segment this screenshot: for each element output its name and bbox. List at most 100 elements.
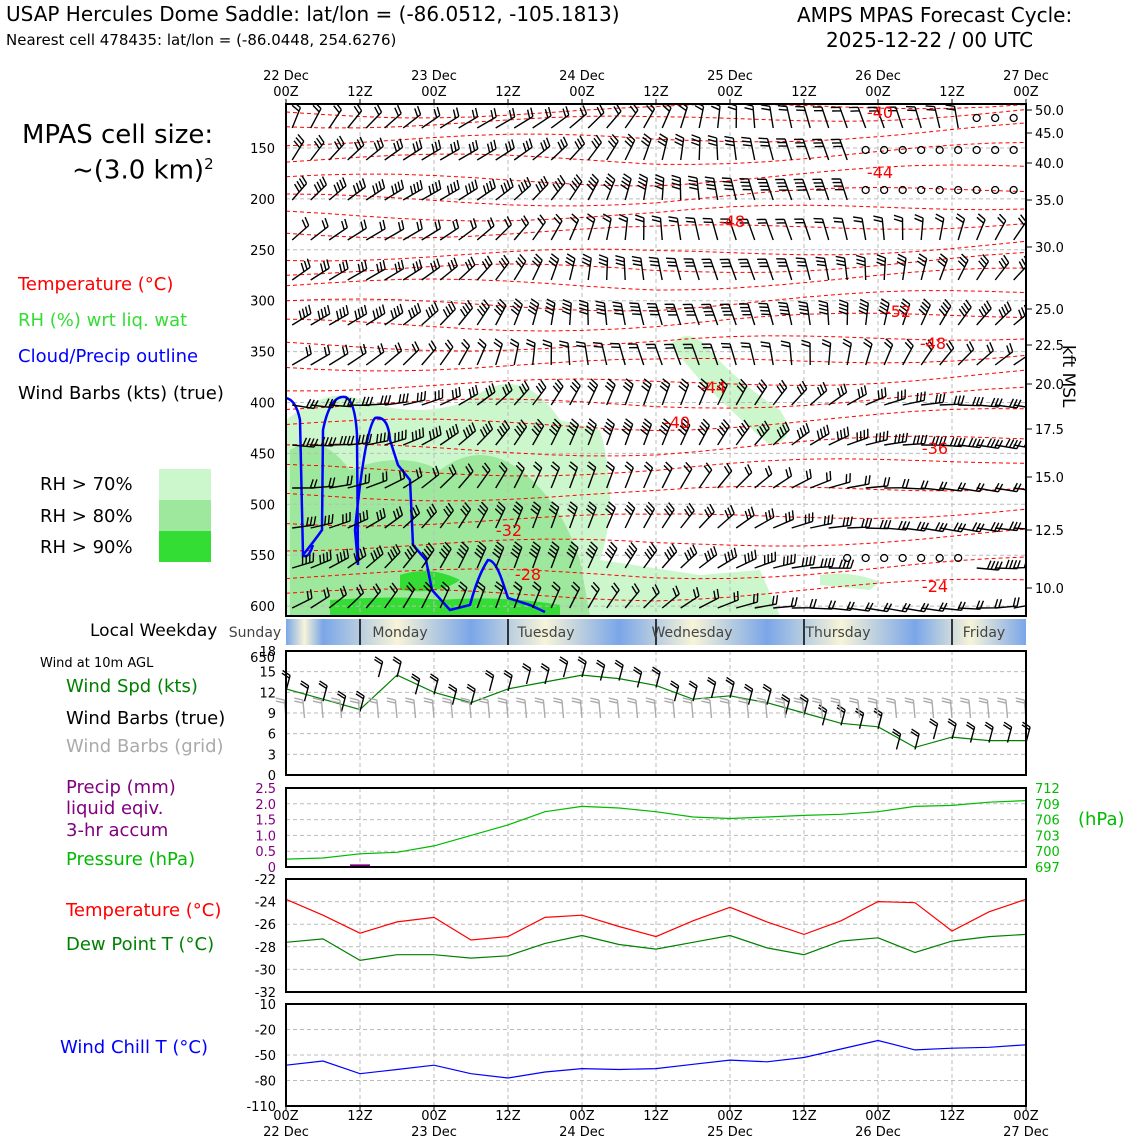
wind-barb [495,139,515,161]
calm-circle [861,553,870,563]
wind-barb-true [540,663,550,685]
wind-barb [878,298,890,326]
weekday-name: Tuesday [517,625,575,641]
wind-barb [328,135,345,161]
wind-barb [631,255,645,281]
pressure-tick-label: 350 [250,346,275,361]
wind-barb [668,216,682,241]
bottom-date-label: 22 Dec [263,1125,309,1140]
wind-barb-grid [460,697,472,719]
wind-barb [758,302,774,326]
wind-barb [741,136,756,161]
wind-barb [610,342,626,366]
wind-barb [421,389,444,406]
wind-barb [704,176,719,201]
wind-barb [604,541,618,569]
wind-barb [458,107,479,129]
wind-barb [865,477,891,489]
wind-barb [846,385,867,406]
wind-barb [640,133,652,161]
wind-barb [547,541,560,569]
title-left: USAP Hercules Dome Saddle: lat/lon = (-8… [6,2,620,26]
wind-barb [795,105,811,129]
wind-barb [329,397,356,408]
precip-label-1: Precip (mm) [66,777,176,798]
wind-barb [569,378,581,406]
wind-barb [925,105,941,129]
temperature-contour [286,141,1026,165]
wind-barb [476,139,497,161]
wind-barb [328,259,349,281]
wind-barb [698,545,718,569]
wind-barb [809,470,832,489]
calm-circle [898,185,907,195]
wind-barb [549,418,562,446]
weekday-name: Friday [963,625,1005,641]
wind-barb [958,482,985,493]
wind-barb [659,378,671,406]
top-hour-label: 12Z [643,85,669,100]
temperature-line [285,898,1027,941]
wind-barb [698,588,720,609]
wind-barb [476,420,494,446]
wind-barb [347,136,365,161]
wind-barb [976,213,986,241]
wind-barb-grid [645,697,657,719]
wind-barb [1013,527,1026,530]
wind-barb [976,438,1004,449]
temperature-contour-label: -40 [664,413,690,432]
wind-barb [585,541,598,569]
temperature-contour [286,335,1026,352]
wind-barb [476,581,486,609]
wind-barb [994,254,1010,281]
wind-barb [328,104,342,129]
wind-barb [758,137,774,161]
wind-barb [812,138,830,161]
wind-barb [680,544,698,569]
chill-panel-y-tick-label: -110 [246,1100,276,1115]
wind-barb [809,381,828,406]
wind-barb [476,462,491,489]
wind-barb [683,258,700,281]
wind-barb [292,437,319,448]
wind-barb [402,139,423,161]
wind-barb [958,437,985,449]
bottom-date-label: 27 Dec [1003,1125,1049,1140]
wind-barb [772,510,795,529]
legend-rh90: RH > 90% [40,537,133,558]
wind-barb [738,218,756,241]
wind-barb-grid [849,697,861,719]
wind-barb [798,301,811,326]
wind-barb [838,299,849,326]
wind-barb [310,217,329,241]
kft-tick-label: 50.0 [1035,104,1064,119]
wind-barb-true [947,718,957,740]
wind-barb [793,178,811,201]
wind-barb [365,545,384,569]
wind-barb [995,482,1022,493]
wind-barb-true [1003,721,1013,743]
wind-barb [421,180,442,201]
wind-barb [1013,404,1026,408]
wind-barb [735,464,753,489]
wind-barb [530,501,542,529]
temperature-contour [286,386,1026,410]
wind-barb [476,108,497,129]
chill-label: Wind Chill T (°C) [60,1037,208,1058]
wind-barb [756,218,774,241]
calm-circle [972,185,981,195]
calm-circle [898,145,907,155]
wind-barb [402,302,422,326]
top-hour-label: 12Z [495,85,521,100]
top-hour-label: 00Z [569,85,595,100]
pressure-unit: (hPa) [1078,809,1125,830]
wind-barb [513,176,532,201]
top-hour-label: 00Z [1013,85,1039,100]
wind-barb-true [910,728,920,750]
wind-barb-grid [812,697,824,719]
wind-barb [994,342,1014,366]
cell-size-value-wrap: ~(3.0 km)2 [72,155,214,186]
top-date-label: 26 Dec [855,69,901,84]
wind-barb [439,140,460,161]
wind-barb [527,298,540,326]
